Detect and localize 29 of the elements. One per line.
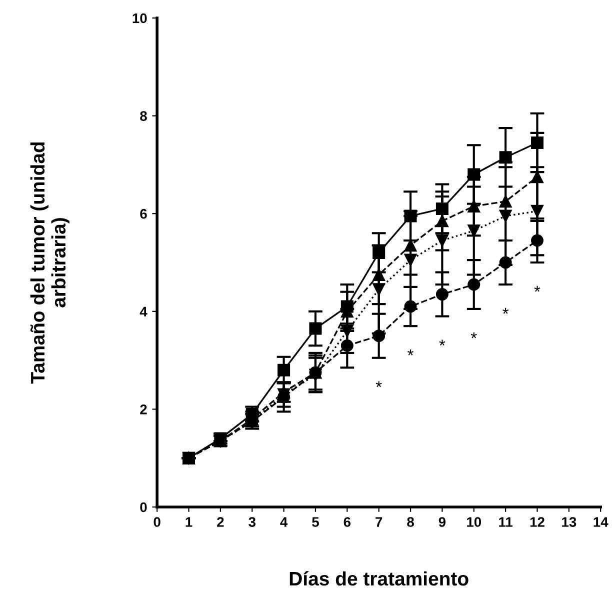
x-tick-label: 11 [499,517,513,527]
x-tick-label: 10 [467,517,482,527]
x-axis-title: Días de tratamiento [290,571,468,586]
x-tick-label: 4 [280,517,288,527]
y-tick-label: 8 [140,111,147,121]
annotation: * [439,340,446,346]
x-tick-label: 9 [438,517,446,527]
x-tick-label: 14 [594,517,608,527]
y-tick-label: 0 [140,502,147,512]
x-tick-label: 3 [248,517,256,527]
x-tick-label: 12 [530,517,544,527]
x-tick-label: 6 [344,517,351,527]
y-tick-label: 2 [140,404,147,414]
x-tick-label: 2 [217,517,224,527]
x-tick-label: 5 [312,517,319,527]
x-tick-label: 7 [376,517,382,527]
annotation: * [502,308,509,314]
annotation: * [470,332,477,338]
y-axis-title: Tamaño del tumor (unidad arbitraria) [30,142,70,384]
x-tick-label: 8 [407,517,414,527]
y-tick-label: 4 [140,306,148,316]
x-tick-label: 13 [562,517,576,527]
x-tick-label: 1 [186,517,192,527]
annotation: * [376,381,382,388]
annotation: * [408,349,414,356]
annotation: * [534,286,540,292]
y-tick-label: 6 [140,208,147,219]
x-tick-label: 0 [154,517,160,527]
y-tick-label: 10 [132,13,147,24]
